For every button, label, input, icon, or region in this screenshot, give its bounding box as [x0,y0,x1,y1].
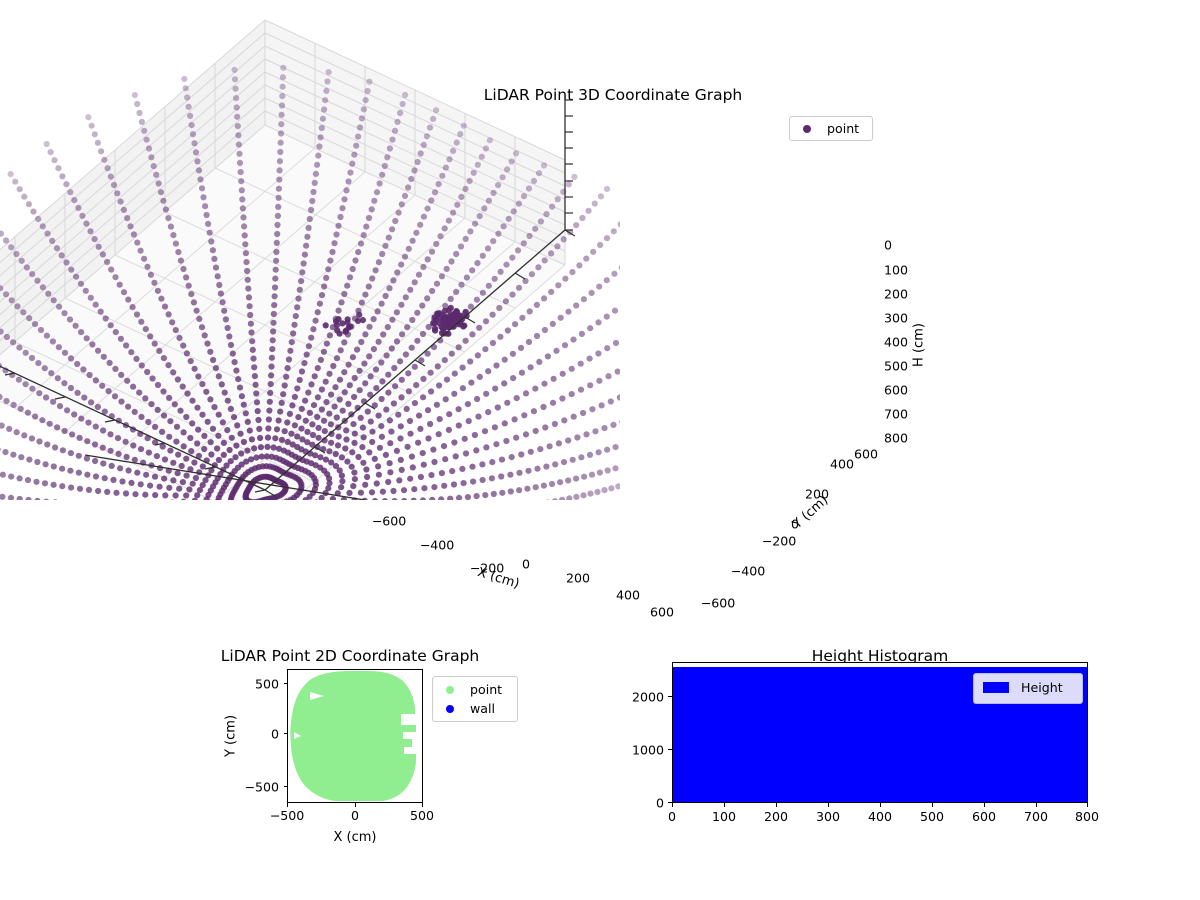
plot3d-ytick-0: −600 [701,596,736,611]
plot3d-xtick-4: 200 [566,571,590,586]
hist-ytick-0: 0 [656,796,664,811]
plot3d-legend[interactable]: point [789,116,873,141]
hist-xtick-7: 700 [1024,809,1048,824]
hist-ytickmark-0 [668,802,672,803]
hist-xtick-8: 800 [1075,809,1099,824]
plot3d-xtick-5: 400 [616,588,640,603]
plot2d-ytickmark-0 [284,683,288,684]
figure-canvas: LiDAR Point 3D Coordinate Graph point [0,0,1200,900]
z-axis-ticks [565,100,573,230]
plot2d-xtickmark-2 [422,803,423,807]
plot2d-legend-label-point: point [470,682,502,697]
hist-xtickmark-7 [1036,803,1037,807]
plot3d-ztick-1: 100 [884,263,908,278]
hist-xtick-2: 200 [764,809,788,824]
hist-ytickmark-2 [668,696,672,697]
plot3d-ytick-2: −200 [762,534,797,549]
histogram-legend-label: Height [1021,680,1063,695]
hist-ytick-1: 1000 [632,743,664,758]
plot3d-ytick-5: 400 [830,457,854,472]
legend-marker-point-icon [803,125,811,133]
hist-xtick-6: 600 [972,809,996,824]
plot2d-xtick-1: 0 [351,808,359,823]
plot3d-xtick-0: −600 [372,514,407,529]
plot2d-xtickmark-0 [287,803,288,807]
plot2d-xtick-0: −500 [270,808,305,823]
hist-xtick-5: 500 [920,809,944,824]
plot3d-legend-label-point: point [827,121,859,136]
hist-xtick-0: 0 [668,809,676,824]
hist-xtickmark-8 [1087,803,1088,807]
plot3d-ztick-2: 200 [884,287,908,302]
plot2d-axes[interactable] [287,669,423,803]
hist-xtick-3: 300 [816,809,840,824]
plot3d-ztick-8: 800 [884,431,908,446]
hist-xtick-1: 100 [712,809,736,824]
hist-xtick-4: 400 [868,809,892,824]
histogram-legend[interactable]: Height [973,673,1083,704]
plot2d-legend[interactable]: point wall [432,676,518,722]
plot2d-xaxis-label: X (cm) [334,830,377,845]
plot2d-gap-bottom [296,788,306,797]
legend-marker-wall-icon [446,705,454,713]
plot2d-canvas [288,670,422,802]
hist-ytickmark-1 [668,749,672,750]
plot3d-canvas [0,0,620,500]
plot3d-axes[interactable] [0,0,620,500]
plot2d-ytick-2: −500 [244,780,279,795]
hist-xtickmark-2 [776,803,777,807]
plot2d-ytickmark-1 [284,733,288,734]
plot3d-ztick-0: 0 [884,238,892,253]
plot3d-zaxis-label: H (cm) [912,323,927,367]
plot2d-ytickmark-2 [284,786,288,787]
plot2d-point-blob [290,671,416,801]
hist-xtickmark-4 [880,803,881,807]
hist-xtickmark-0 [672,803,673,807]
plot2d-legend-label-wall: wall [470,701,495,716]
legend-swatch-height-icon [983,682,1009,693]
legend-marker-point-icon [446,686,454,694]
hist-xtickmark-5 [932,803,933,807]
plot3d-xtick-3: 0 [522,557,530,572]
plot2d-xtick-2: 500 [410,808,434,823]
plot2d-yaxis-label: Y (cm) [224,715,239,757]
plot2d-ytick-1: 0 [271,727,279,742]
plot3d-xtick-6: 600 [650,605,674,620]
plot3d-ytick-6: 600 [854,447,878,462]
plot3d-ztick-5: 500 [884,359,908,374]
hist-ytick-2: 2000 [632,690,664,705]
plot3d-ztick-4: 400 [884,335,908,350]
hist-xtickmark-6 [984,803,985,807]
plot2d-ytick-0: 500 [255,677,279,692]
plot3d-ytick-1: −400 [731,564,766,579]
hist-xtickmark-1 [724,803,725,807]
plot3d-xtick-1: −400 [420,538,455,553]
plot3d-ztick-3: 300 [884,311,908,326]
plot2d-xtickmark-1 [355,803,356,807]
plot3d-ztick-6: 600 [884,383,908,398]
hist-xtickmark-3 [828,803,829,807]
plot2d-title: LiDAR Point 2D Coordinate Graph [221,647,479,665]
plot3d-ztick-7: 700 [884,407,908,422]
